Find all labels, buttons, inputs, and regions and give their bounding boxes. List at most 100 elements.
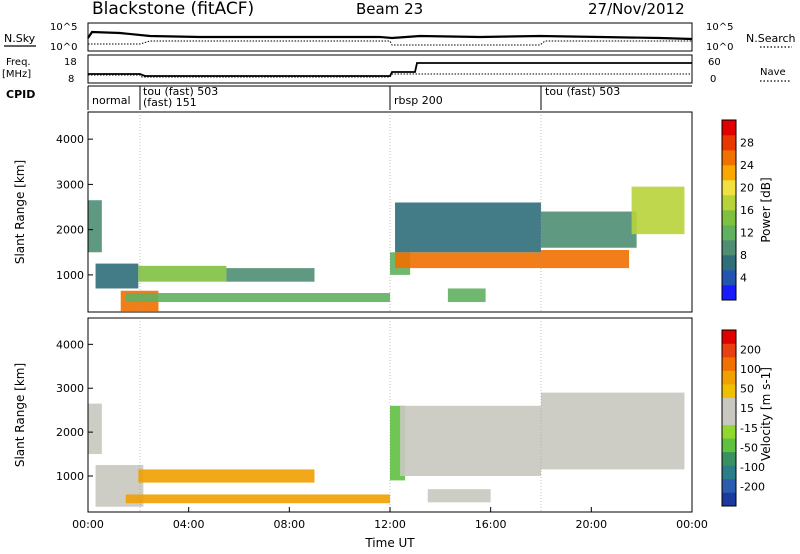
- power-cell-0: [88, 200, 102, 253]
- cpid-seg-tou-1: tou (fast) 503: [143, 85, 218, 98]
- freq-tick-high: 18: [64, 57, 77, 68]
- power-colorbar-label: Power [dB]: [759, 177, 773, 242]
- cpid-seg-fast151: (fast) 151: [143, 96, 197, 109]
- power-cell-12: [447, 288, 486, 303]
- velocity-cb-swatch-3: [722, 451, 736, 466]
- velocity-ytick-label-3: 4000: [56, 338, 84, 351]
- x-axis-ticks: 00:00 04:00 08:00 12:00 16:00 20:00 00:00: [72, 507, 708, 531]
- velocity-ylabel: Slant Range [km]: [13, 363, 27, 467]
- power-cb-tick-5: 8: [740, 249, 747, 262]
- cpid-seg-tou-2: tou (fast) 503: [545, 85, 620, 98]
- power-cb-tick-0: 28: [740, 137, 754, 150]
- x-tick-label-6: 00:00: [676, 518, 708, 531]
- power-ylabel: Slant Range [km]: [13, 160, 27, 264]
- x-tick-label-3: 12:00: [374, 518, 406, 531]
- power-cell-8: [395, 202, 541, 253]
- velocity-colorbar: 200 100 50 15 -15 -50 -100 -200: [721, 329, 765, 507]
- velocity-ytick-label-2: 3000: [56, 382, 84, 395]
- velocity-cell-5: [400, 405, 541, 477]
- power-cb-tick-6: 4: [740, 272, 747, 285]
- x-tick-label-4: 16:00: [475, 518, 507, 531]
- velocity-y-ticks: 1000 2000 3000 4000: [56, 338, 93, 483]
- velocity-cb-swatch-1: [722, 478, 736, 493]
- velocity-cell-3: [125, 494, 390, 504]
- power-ytick-label-0: 1000: [56, 269, 84, 282]
- power-cell-10: [541, 211, 637, 248]
- nsearch-tick-low: 10^0: [706, 42, 733, 53]
- power-cb-swatch-10: [722, 135, 736, 151]
- power-cb-tick-3: 16: [740, 204, 754, 217]
- velocity-cb-frame: [721, 329, 737, 507]
- velocity-cb-swatch-7: [722, 397, 736, 412]
- power-ytick-label-2: 3000: [56, 178, 84, 191]
- power-cb-swatch-5: [722, 210, 736, 226]
- beam-label: Beam 23: [356, 0, 423, 18]
- power-cell-1: [95, 263, 139, 289]
- x-tick-label-2: 08:00: [273, 518, 305, 531]
- power-cb-swatch-8: [722, 165, 736, 181]
- velocity-cb-swatch-9: [722, 370, 736, 385]
- x-tick-label-5: 20:00: [575, 518, 607, 531]
- power-cb-swatch-0: [722, 285, 736, 301]
- nsearch-trace: [88, 40, 692, 46]
- nsearch-tick-high: 10^5: [706, 22, 733, 33]
- power-cell-11: [631, 186, 685, 235]
- velocity-colorbar-label: Velocity [m s-1]: [759, 367, 773, 461]
- nave-label: Nave: [760, 67, 786, 78]
- power-heatmap: [88, 186, 685, 312]
- nsky-trace: [87, 30, 693, 41]
- x-tick-label-0: 00:00: [72, 518, 104, 531]
- velocity-cb-swatch-12: [722, 330, 736, 344]
- velocity-cb-tick-1: 100: [740, 363, 761, 376]
- power-colorbar: 28 24 20 16 12 8 4: [721, 119, 754, 301]
- freq-label: Freq.: [6, 57, 31, 68]
- power-cb-swatch-7: [722, 180, 736, 196]
- power-cb-tick-2: 20: [740, 182, 754, 195]
- power-cell-5: [125, 292, 390, 303]
- power-cb-swatch-6: [722, 195, 736, 211]
- freq-unit: [MHz]: [2, 69, 31, 80]
- nsky-label: N.Sky: [4, 32, 36, 45]
- freq-panel: [87, 54, 693, 84]
- velocity-cb-tick-6: -100: [740, 461, 765, 474]
- velocity-cell-2: [138, 469, 315, 483]
- power-cell-9: [541, 250, 630, 269]
- power-cb-swatch-2: [722, 255, 736, 271]
- power-cb-swatch-11: [722, 120, 736, 136]
- freq-tick-low: 8: [68, 74, 74, 85]
- velocity-cell-6: [541, 392, 685, 470]
- velocity-cb-swatch-6: [722, 411, 736, 426]
- power-cell-3: [138, 265, 227, 282]
- power-cb-tick-1: 24: [740, 159, 754, 172]
- power-cb-frame: [721, 119, 737, 301]
- velocity-cb-tick-7: -200: [740, 480, 765, 493]
- power-cb-tick-4: 12: [740, 227, 754, 240]
- nave-tick-low: 0: [710, 74, 716, 85]
- date-label: 27/Nov/2012: [588, 0, 685, 18]
- velocity-cb-tick-0: 200: [740, 344, 761, 357]
- velocity-cb-tick-3: 15: [740, 402, 754, 415]
- velocity-cb-swatch-5: [722, 424, 736, 439]
- velocity-ytick-label-1: 2000: [56, 426, 84, 439]
- velocity-cell-0: [88, 403, 102, 455]
- power-cell-7: [395, 252, 541, 269]
- power-cb-swatch-4: [722, 225, 736, 241]
- cpid-seg-rbsp: rbsp 200: [394, 94, 443, 107]
- velocity-ytick-label-0: 1000: [56, 470, 84, 483]
- power-ytick-label-3: 4000: [56, 133, 84, 146]
- cpid-label: CPID: [6, 88, 35, 101]
- station-title: Blackstone (fitACF): [92, 0, 254, 19]
- freq-trace: [88, 62, 692, 77]
- velocity-cb-swatch-11: [722, 343, 736, 358]
- velocity-cb-swatch-8: [722, 384, 736, 398]
- velocity-cb-swatch-10: [722, 357, 736, 371]
- velocity-cb-swatch-4: [722, 438, 736, 453]
- power-ytick-label-1: 2000: [56, 224, 84, 237]
- nsky-tick-high: 10^5: [50, 22, 77, 33]
- velocity-heatmap: [88, 392, 685, 507]
- power-cell-4: [226, 268, 315, 282]
- velocity-cb-tick-5: -50: [740, 441, 758, 454]
- velocity-cb-swatch-2: [722, 465, 736, 480]
- power-cb-swatch-3: [722, 240, 736, 256]
